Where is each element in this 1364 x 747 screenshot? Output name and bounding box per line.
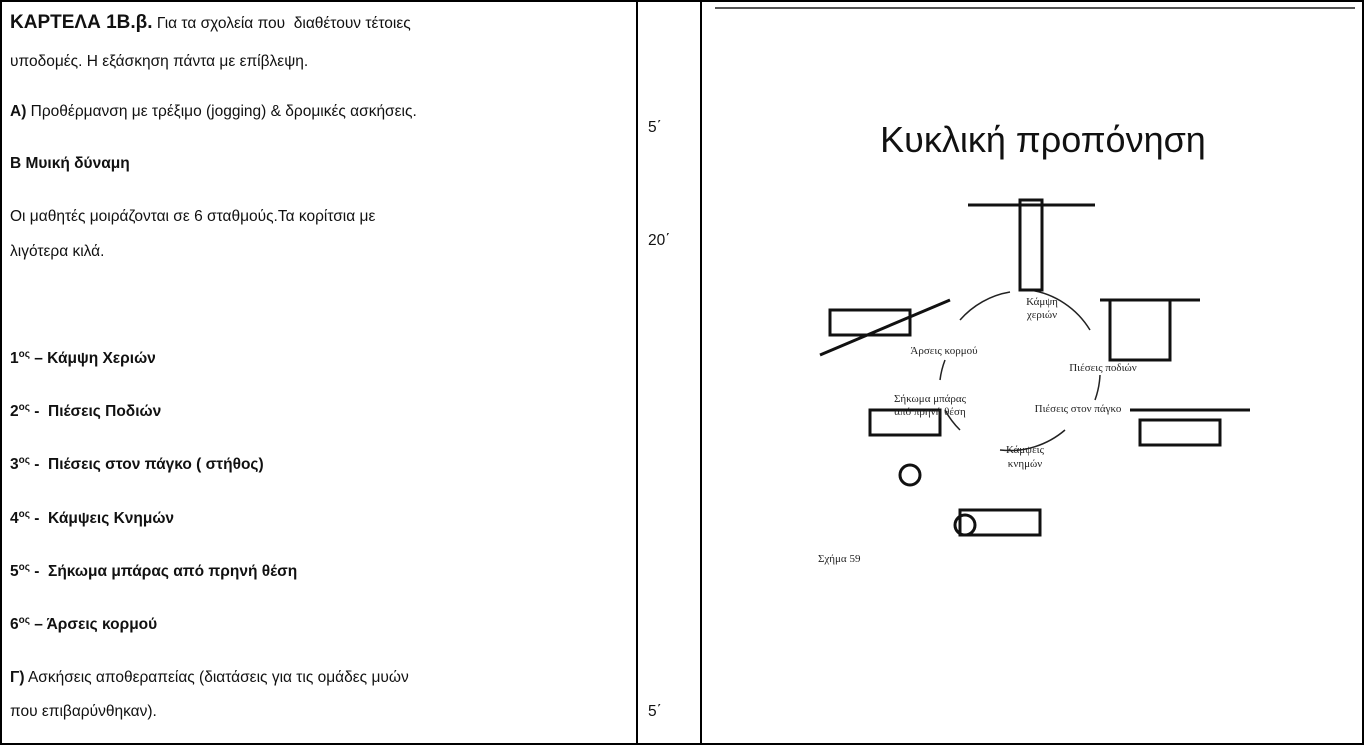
line: ΚΑΡΤΕΛΑ 1Β.β. Για τα σχολεία που διαθέτο… — [10, 13, 411, 34]
figure-label: κνημών — [1008, 458, 1042, 470]
station: 2ος - Πιέσεις Ποδιών — [10, 398, 161, 422]
figure-title: Κυκλική προπόνηση — [880, 119, 1206, 160]
station-num: 5 — [10, 562, 19, 580]
figure-label: Σήκωμα μπάρας — [894, 393, 967, 405]
text: Ασκήσεις αποθεραπείας (διατάσεις για τις… — [27, 669, 409, 686]
station-text: - Πιέσεις στον πάγκο ( στήθος) — [29, 456, 264, 474]
station-num: 6 — [10, 616, 19, 634]
text: λιγότερα κιλά. — [10, 243, 105, 260]
label: Α) — [10, 103, 27, 120]
station: 1ος – Κάμψη Χεριών — [10, 345, 156, 369]
card-label: ΚΑΡΤΕΛΑ 1Β.β. — [10, 12, 153, 33]
figure-label: Πιέσεις ποδιών — [1069, 362, 1137, 374]
athlete-drawings — [819, 198, 1250, 537]
station: 3ος - Πιέσεις στον πάγκο ( στήθος) — [10, 451, 264, 475]
heading: Β Μυική δύναμη — [10, 155, 130, 172]
text: Οι μαθητές μοιράζονται σε 6 σταθμούς.Τα … — [10, 208, 376, 225]
station-text: – Κάμψη Χεριών — [29, 350, 156, 368]
station-num: 2 — [10, 403, 19, 421]
text: Για τα σχολεία που διαθέτουν τέτοιες — [156, 15, 411, 32]
station-num: 1 — [10, 350, 19, 368]
station: 5ος - Σήκωμα μπάρας από πρηνή θέση — [10, 558, 297, 582]
figure-cell — [700, 0, 1364, 745]
station-text: - Πιέσεις Ποδιών — [29, 403, 162, 421]
figure-label: από πρηνή θέση — [894, 406, 966, 418]
station-text: - Κάμψεις Κνημών — [29, 509, 175, 527]
line: Α) Προθέρμανση με τρέξιμο (jogging) & δρ… — [10, 102, 417, 122]
station-text: - Σήκωμα μπάρας από πρηνή θέση — [29, 562, 298, 580]
duration: 20΄ — [648, 232, 671, 249]
station-sup: ος — [18, 561, 30, 573]
figure-label: Κάμψεις — [1006, 444, 1045, 456]
duration: 5΄ — [648, 703, 662, 720]
label: Γ) — [10, 669, 25, 686]
station-sup: ος — [18, 508, 30, 520]
station-text: – Άρσεις κορμού — [29, 616, 158, 634]
station: 6ος – Άρσεις κορμού — [10, 611, 157, 635]
line: Γ) Ασκήσεις αποθεραπείας (διατάσεις για … — [10, 668, 409, 688]
figure-caption: Σχήμα 59 — [818, 553, 861, 565]
text: που επιβαρύνθηκαν). — [10, 703, 157, 720]
station: 4ος - Κάμψεις Κνημών — [10, 505, 174, 529]
station-sup: ος — [18, 455, 30, 467]
duration: 5΄ — [648, 119, 662, 136]
figure-label: χεριών — [1026, 309, 1057, 321]
text: Προθέρμανση με τρέξιμο (jogging) & δρομι… — [30, 103, 417, 120]
figure-label: Κάμψη — [1026, 296, 1058, 308]
station-sup: ος — [18, 615, 30, 626]
station-num: 3 — [10, 456, 19, 474]
station-sup: ος — [18, 402, 30, 414]
figure-label: Πιέσεις στον πάγκο — [1035, 403, 1122, 415]
text: υποδομές. Η εξάσκηση πάντα με επίβλεψη. — [10, 53, 309, 70]
figure-label: Άρσεις κορμού — [910, 345, 978, 357]
station-num: 4 — [10, 509, 19, 527]
station-sup: ος — [18, 349, 30, 360]
